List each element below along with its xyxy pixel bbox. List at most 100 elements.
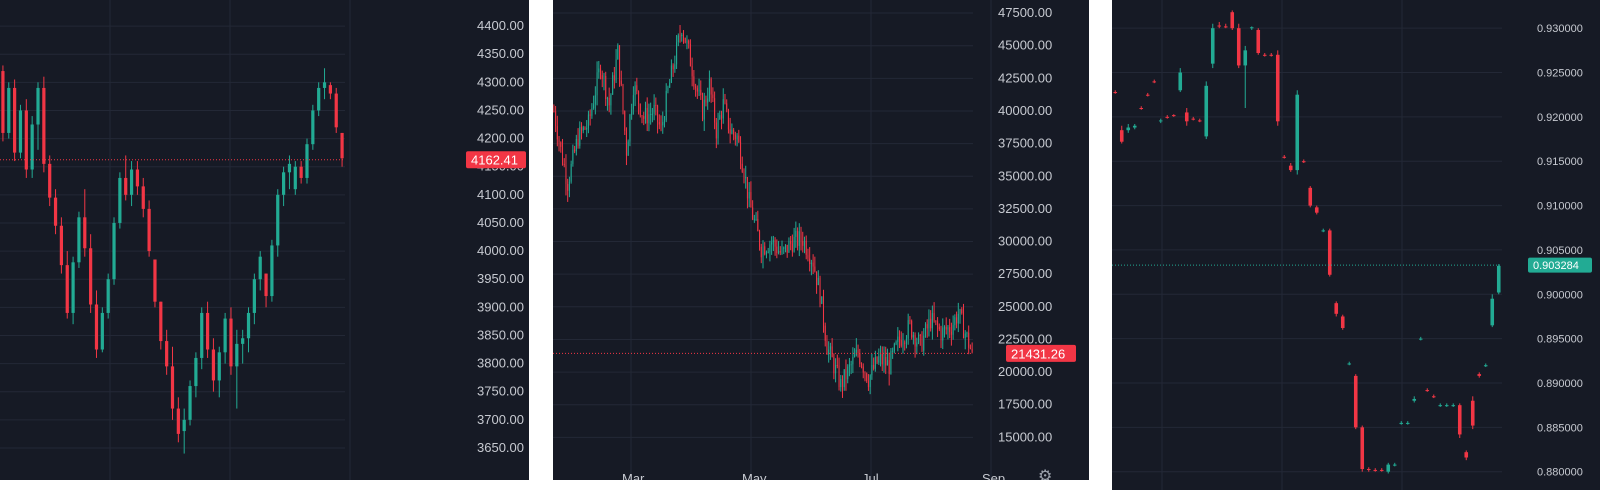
y-tick-label: 3950.00: [477, 271, 524, 286]
candle-body: [653, 104, 655, 114]
candle-body: [670, 65, 672, 83]
candlestick-chart-1[interactable]: 4400.004350.004300.004250.004200.004150.…: [0, 0, 529, 480]
y-tick-label: 30000.00: [998, 234, 1052, 249]
candle-body: [617, 45, 619, 60]
candle-body: [48, 163, 52, 198]
candle-body: [646, 107, 648, 124]
candle-body: [1132, 125, 1137, 128]
candle-body: [36, 87, 40, 125]
candle-body: [843, 369, 845, 388]
chart-panel-spx[interactable]: 4400.004350.004300.004250.004200.004150.…: [0, 0, 529, 480]
candle-body: [693, 76, 695, 87]
candle-body: [741, 163, 743, 172]
candle-body: [1139, 108, 1144, 110]
candle-body: [698, 89, 700, 92]
candle-body: [112, 222, 116, 280]
candle-body: [826, 340, 828, 355]
y-tick-label: 4300.00: [477, 74, 524, 89]
candle-body: [705, 99, 707, 103]
candle-body: [100, 312, 104, 350]
y-tick-label: 0.930000: [1537, 23, 1583, 35]
candle-body: [665, 90, 667, 121]
candle-body: [1392, 464, 1397, 466]
chart-panel-fx[interactable]: 0.930000 0.925000 0.920000 0.915000 0.910000…: [1112, 0, 1600, 490]
candle-body: [1321, 230, 1326, 232]
candle-body: [869, 375, 871, 388]
candle-body: [660, 124, 662, 126]
candle-body: [651, 113, 653, 115]
candle-body: [636, 85, 638, 92]
last-price-label: 4162.41: [471, 153, 518, 168]
candle-body: [631, 109, 633, 115]
candle-body: [217, 352, 221, 381]
candle-body: [769, 244, 771, 252]
candle-body: [1347, 363, 1352, 365]
candle-body: [200, 312, 204, 358]
candle-body: [715, 122, 717, 139]
candle-body: [748, 192, 750, 199]
candle-body: [681, 34, 683, 37]
candle-body: [890, 351, 892, 374]
candle-body: [857, 349, 859, 354]
candle-body: [924, 324, 926, 336]
candle-body: [736, 135, 738, 140]
candle-body: [1217, 25, 1222, 27]
candlestick-chart-2[interactable]: 47500.00 45000.00 42500.00 40000.00 37500.00…: [553, 0, 1089, 480]
candle-body: [724, 99, 726, 104]
candle-body: [662, 121, 664, 126]
last-price-label: 21431.26: [1011, 346, 1065, 361]
y-tick-label: 3900.00: [477, 299, 524, 314]
candle-body: [18, 110, 23, 153]
candle-body: [897, 336, 899, 342]
y-tick-label: 0.910000: [1537, 201, 1583, 213]
last-price-badge: [1528, 257, 1592, 273]
candle-body: [667, 87, 669, 91]
candle-body: [907, 320, 909, 339]
candle-body: [864, 372, 866, 374]
candle-body: [919, 334, 921, 337]
candle-body: [176, 408, 180, 434]
candle-body: [1386, 464, 1391, 472]
candle-body: [1451, 405, 1456, 407]
candle-body: [933, 313, 935, 321]
candle-body: [305, 144, 309, 178]
candle-body: [572, 149, 574, 164]
candle-body: [603, 75, 605, 80]
candle-body: [587, 114, 589, 129]
candle-body: [867, 381, 869, 388]
gear-icon[interactable]: ⚙: [1038, 468, 1053, 481]
candle-body: [153, 259, 157, 302]
candle-body: [629, 114, 631, 142]
candle-body: [328, 85, 332, 94]
candle-body: [759, 231, 761, 247]
candle-body: [968, 332, 970, 348]
y-tick-label: 25000.00: [998, 299, 1052, 314]
candle-body: [596, 72, 598, 96]
candle-body: [1223, 26, 1228, 28]
candle-body: [888, 360, 890, 374]
candle-body: [1256, 29, 1261, 54]
candle-body: [340, 132, 344, 159]
candle-body: [579, 126, 581, 146]
candlestick-chart-3[interactable]: 0.930000 0.925000 0.920000 0.915000 0.910000…: [1112, 0, 1600, 490]
candle-body: [923, 335, 925, 351]
candle-body: [797, 230, 799, 246]
candle-body: [700, 89, 702, 96]
candle-body: [895, 341, 897, 344]
candle-body: [1483, 365, 1488, 367]
candle-body: [89, 248, 93, 305]
y-tick-label: 37500.00: [998, 136, 1052, 151]
y-tick-label: 45000.00: [998, 38, 1052, 53]
y-tick-label: 4350.00: [477, 46, 524, 61]
candle-body: [53, 197, 58, 226]
candle-body: [555, 111, 557, 127]
candle-body: [77, 217, 81, 263]
candle-body: [957, 313, 959, 324]
chart-panel-btc[interactable]: 47500.00 45000.00 42500.00 40000.00 37500.00…: [553, 0, 1089, 480]
candle-body: [598, 68, 600, 73]
candle-body: [584, 127, 586, 130]
candle-body: [743, 171, 745, 179]
candle-body: [258, 256, 262, 280]
candle-body: [966, 332, 968, 334]
candle-body: [729, 129, 731, 134]
